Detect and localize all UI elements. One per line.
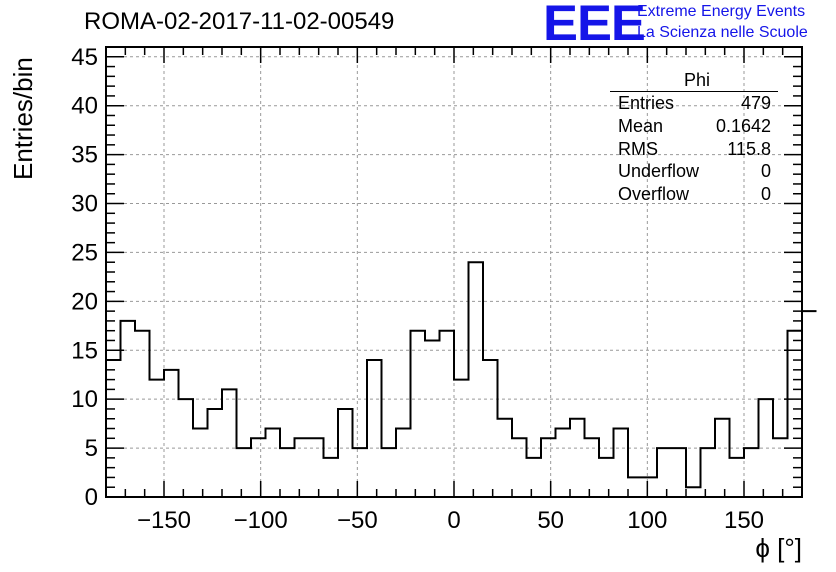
histogram-bin	[208, 409, 223, 497]
histogram-bin	[295, 438, 310, 497]
histogram-bin	[512, 438, 527, 497]
stats-key: RMS	[618, 138, 658, 159]
eee-logo: EEE	[543, 0, 646, 51]
y-tick-label: 20	[71, 288, 98, 315]
histogram-bin	[643, 477, 658, 497]
x-tick-label: −50	[337, 507, 378, 534]
histogram-series	[106, 261, 817, 497]
stats-row-mean: Mean 0.1642	[610, 115, 778, 138]
histogram-bin	[788, 331, 803, 497]
stats-key: Overflow	[618, 184, 690, 205]
stats-key: Mean	[618, 115, 664, 136]
stats-value: 0	[760, 184, 771, 205]
histogram-bin	[759, 399, 774, 497]
histogram-bin	[802, 311, 817, 497]
histogram-bin	[121, 321, 136, 497]
stats-title: Phi	[610, 70, 778, 92]
histogram-bin	[396, 429, 411, 497]
chart-title: ROMA-02-2017-11-02-00549	[84, 8, 395, 35]
stats-value: 0	[760, 161, 771, 182]
histogram-bin	[672, 448, 687, 497]
axis-ticks	[105, 46, 803, 498]
x-tick-label: 100	[627, 507, 667, 534]
x-tick-label: 150	[724, 507, 764, 534]
y-tick-label: 10	[71, 386, 98, 413]
histogram-bin	[367, 360, 382, 497]
histogram-bin	[715, 419, 730, 497]
histogram-bin	[251, 438, 266, 497]
y-tick-label: 25	[71, 239, 98, 266]
histogram-bin	[498, 419, 513, 497]
stats-row-entries: Entries 479	[610, 92, 778, 115]
histogram-bin	[338, 409, 353, 497]
histogram-bin	[382, 448, 397, 497]
histogram-bin	[730, 458, 745, 497]
stats-value: 0.1642	[715, 115, 771, 136]
histogram-bin	[425, 340, 440, 497]
histogram-bin	[570, 419, 585, 497]
stats-key: Underflow	[618, 161, 700, 182]
histogram-bin	[556, 429, 571, 497]
histogram-bin	[628, 477, 643, 497]
x-tick-label: −150	[137, 507, 191, 534]
y-tick-label: 45	[71, 44, 98, 71]
histogram-bin	[469, 262, 484, 497]
histogram-bin	[135, 331, 150, 497]
histogram-bin	[309, 438, 324, 497]
stats-row-underflow: Underflow 0	[610, 160, 778, 183]
histogram-bin	[280, 448, 295, 497]
histogram-bin	[527, 458, 542, 497]
x-axis-label: ϕ [°]	[755, 533, 802, 563]
x-tick-label: 50	[537, 507, 564, 534]
stats-box: Phi Entries 479 Mean 0.1642 RMS 115.8 Un…	[610, 70, 778, 206]
histogram-bin	[353, 448, 368, 497]
tick-labels: −150 −100 −50 0 50 100 150 0 5 10 15 20 25 30 35 40 45	[71, 44, 764, 534]
histogram-bin	[411, 331, 426, 497]
x-tick-label: 0	[447, 507, 460, 534]
stats-value: 115.8	[727, 138, 771, 159]
y-tick-label: 30	[71, 191, 98, 218]
histogram-bin	[222, 389, 237, 497]
histogram-bin	[773, 438, 788, 497]
y-axis-label: Entries/bin	[8, 57, 38, 180]
histogram-bin	[266, 429, 281, 497]
histogram-bin	[686, 487, 701, 497]
y-tick-label: 0	[85, 484, 98, 511]
y-tick-label: 15	[71, 337, 98, 364]
histogram-bin	[744, 448, 759, 497]
stats-value: 479	[740, 93, 771, 113]
histogram-bin	[701, 448, 716, 497]
histogram-bin	[193, 429, 208, 497]
stats-row-overflow: Overflow 0	[610, 183, 778, 206]
histogram-step-line	[106, 261, 817, 489]
histogram-bin	[599, 458, 614, 497]
histogram-bin	[440, 331, 455, 497]
logo-text-line1: Extreme Energy Events	[637, 3, 806, 20]
histogram-bin	[454, 380, 469, 497]
histogram-bin	[324, 458, 339, 497]
histogram-bin	[614, 429, 629, 497]
stats-key: Entries	[618, 93, 675, 113]
histogram-bin	[585, 438, 600, 497]
y-tick-label: 35	[71, 142, 98, 169]
histogram-bin	[164, 370, 179, 497]
histogram-bin	[541, 438, 556, 497]
histogram-bin	[179, 399, 194, 497]
stats-row-rms: RMS 115.8	[610, 138, 778, 161]
y-tick-label: 40	[71, 93, 98, 120]
histogram-bin	[483, 360, 498, 497]
y-tick-label: 5	[85, 435, 98, 462]
histogram-bin	[237, 448, 252, 497]
x-tick-label: −100	[234, 507, 288, 534]
histogram-bin	[150, 380, 165, 497]
histogram-bin	[657, 448, 672, 497]
logo-text-line2: La Scienza nelle Scuole	[637, 24, 808, 41]
